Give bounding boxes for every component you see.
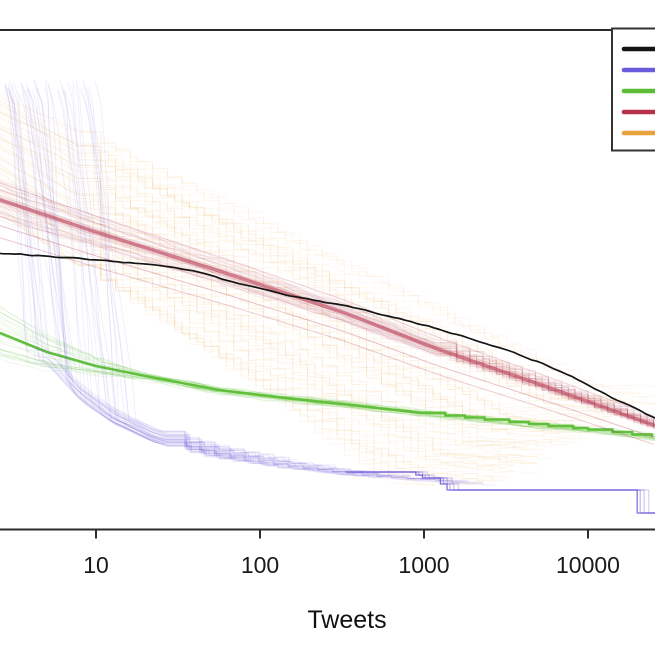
series-purple-max-line [345,471,655,514]
series-orange-bundle [0,91,655,488]
series-black-curve [0,252,655,419]
x-axis-title: Tweets [307,606,387,634]
series-green-bundle [0,305,655,442]
x-tick-label: 100 [241,552,279,578]
x-tick-label: 10000 [556,552,620,578]
x-tick-label: 1000 [398,552,449,578]
x-tick-label: 10 [83,552,109,578]
legend [611,27,655,152]
